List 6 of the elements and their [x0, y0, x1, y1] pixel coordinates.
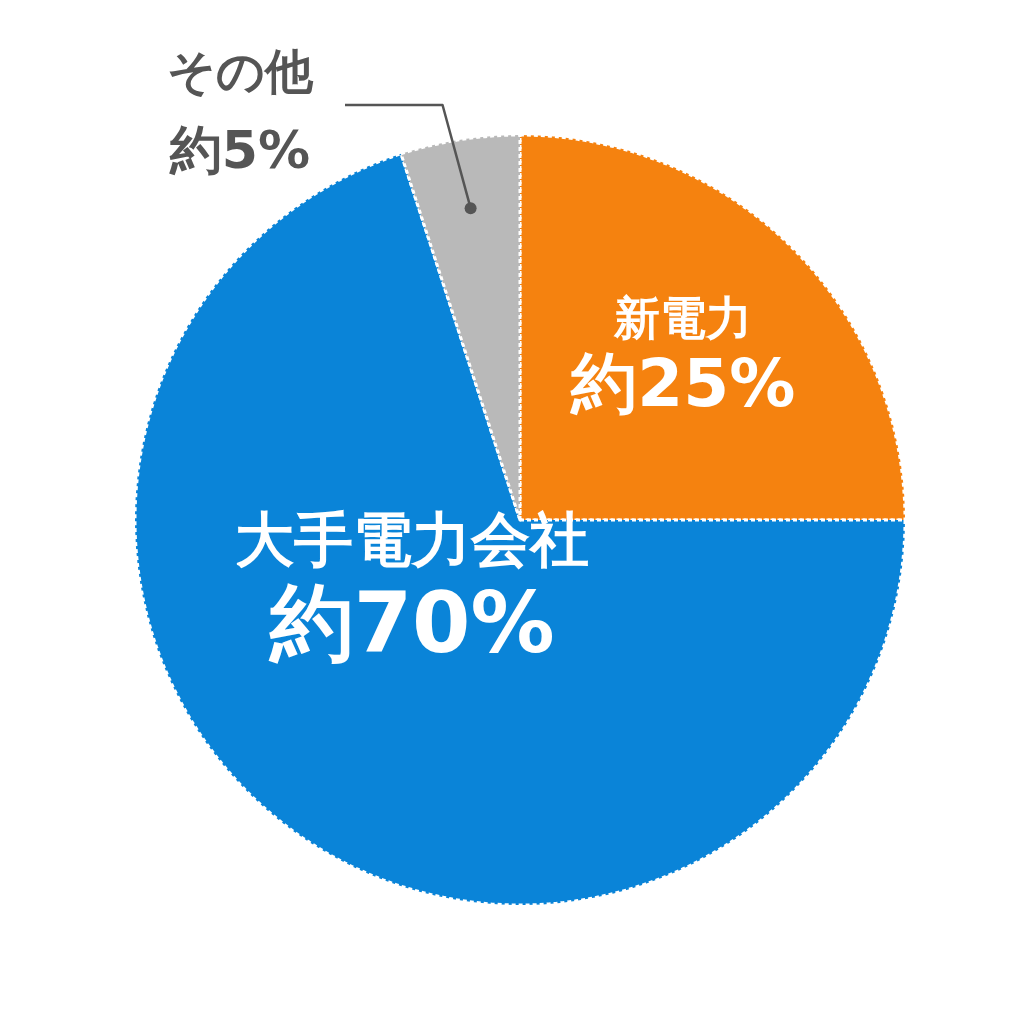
slice-label: 新電力 [613, 290, 753, 345]
slice-label: 大手電力会社 [235, 504, 590, 574]
slice-label: その他 [167, 43, 314, 99]
data-label: 約70% [267, 574, 555, 673]
data-label: 約5% [168, 120, 311, 180]
data-label: 約25% [569, 345, 796, 423]
